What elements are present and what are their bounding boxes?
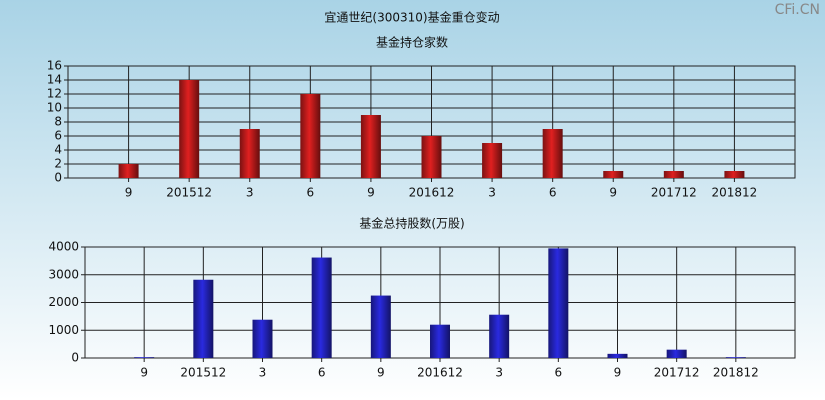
y-tick-label: 16 [47, 59, 62, 73]
x-tick-label: 9 [377, 366, 385, 380]
bar [193, 279, 214, 358]
y-tick-label: 2 [54, 157, 62, 171]
bar [370, 295, 391, 358]
bar [663, 171, 684, 178]
bar [430, 324, 450, 358]
bar [239, 129, 260, 178]
chart-title: 基金持仓家数 [376, 35, 448, 50]
bar [360, 115, 381, 178]
x-tick-label: 201612 [417, 366, 463, 380]
x-tick-label: 201512 [166, 186, 212, 200]
x-tick-label: 201712 [654, 366, 700, 380]
x-tick-label: 9 [614, 366, 622, 380]
x-tick-label: 3 [246, 186, 254, 200]
y-tick-label: 0 [54, 171, 62, 185]
y-tick-label: 4000 [48, 240, 79, 254]
y-tick-label: 10 [47, 101, 62, 115]
x-tick-label: 6 [549, 186, 557, 200]
bar [542, 129, 563, 178]
bar [607, 353, 628, 358]
bar [489, 314, 510, 358]
bar [252, 319, 273, 358]
x-tick-label: 3 [495, 366, 503, 380]
bar [603, 171, 624, 178]
bar [311, 257, 332, 358]
bar [118, 164, 139, 178]
x-tick-label: 9 [367, 186, 375, 200]
y-tick-label: 8 [54, 115, 62, 129]
x-tick-label: 9 [140, 366, 148, 380]
y-tick-label: 6 [54, 129, 62, 143]
x-tick-label: 6 [555, 366, 563, 380]
x-tick-label: 6 [318, 366, 326, 380]
x-tick-label: 9 [125, 186, 133, 200]
x-tick-label: 201512 [180, 366, 226, 380]
y-tick-label: 4 [54, 143, 62, 157]
bar [134, 357, 155, 358]
page-title: 宜通世纪(300310)基金重仓变动 [324, 10, 499, 25]
x-tick-label: 201712 [651, 186, 697, 200]
y-tick-label: 0 [71, 351, 79, 365]
bar [548, 248, 569, 358]
bar [724, 171, 745, 178]
x-tick-label: 3 [488, 186, 496, 200]
bar [666, 349, 687, 358]
y-tick-label: 14 [47, 73, 62, 87]
y-tick-label: 3000 [48, 267, 79, 281]
x-tick-label: 201812 [712, 186, 758, 200]
x-tick-label: 3 [259, 366, 267, 380]
watermark: CFi.CN [775, 2, 820, 18]
x-tick-label: 201812 [713, 366, 759, 380]
chart-title: 基金总持股数(万股) [359, 216, 464, 231]
bar [179, 80, 200, 178]
x-tick-label: 6 [307, 186, 315, 200]
y-tick-label: 1000 [48, 323, 79, 337]
bar [421, 136, 442, 178]
bar [482, 143, 503, 178]
y-tick-label: 12 [47, 87, 62, 101]
bar [300, 94, 321, 178]
bar [725, 357, 746, 358]
y-tick-label: 2000 [48, 295, 79, 309]
x-tick-label: 9 [609, 186, 617, 200]
x-tick-label: 201612 [409, 186, 455, 200]
